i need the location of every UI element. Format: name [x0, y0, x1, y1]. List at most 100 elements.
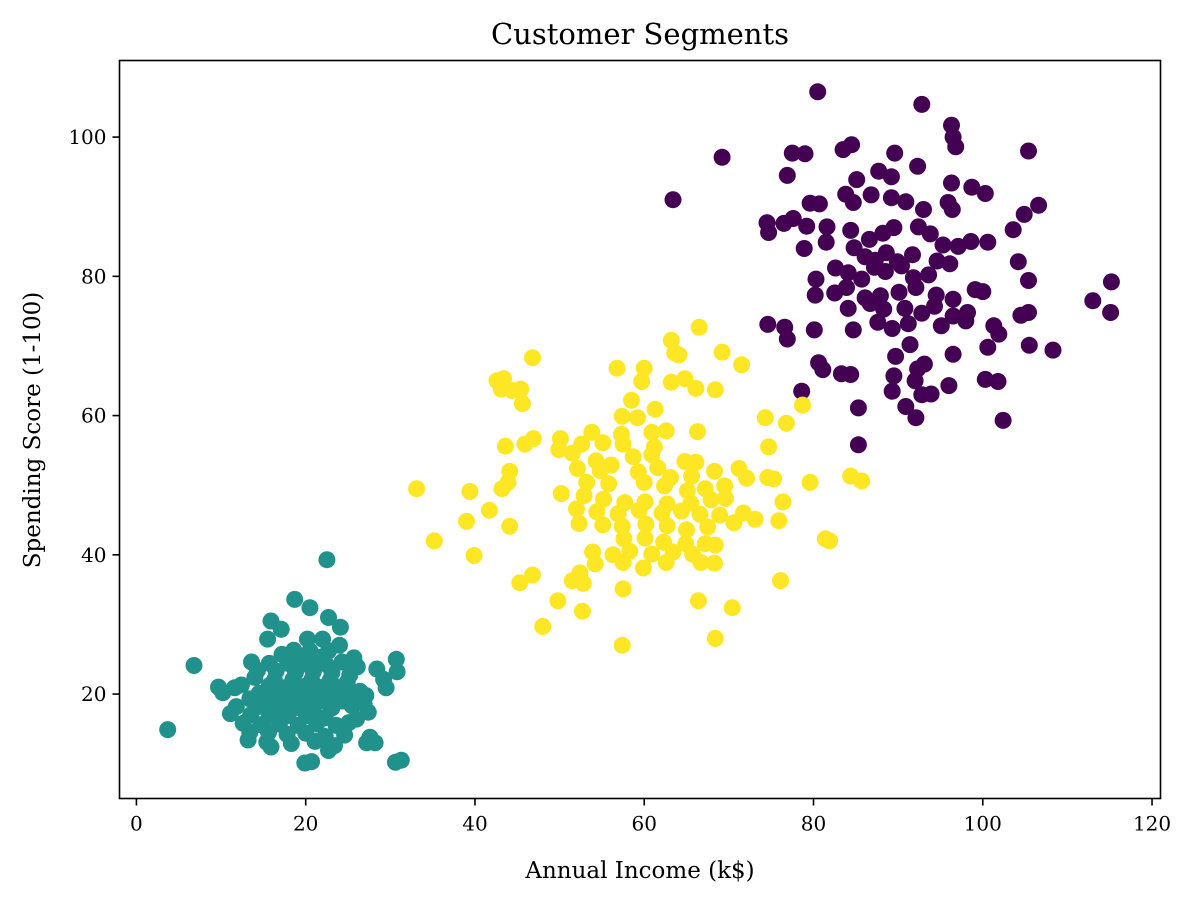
scatter-point: [524, 566, 541, 584]
scatter-point: [461, 483, 479, 500]
scatter-point: [869, 313, 887, 331]
scatter-point: [185, 657, 203, 674]
scatter-point: [861, 295, 879, 312]
y-tick-label: 40: [81, 543, 106, 567]
scatter-point: [633, 373, 651, 390]
scatter-point: [907, 409, 925, 427]
scatter-point: [717, 489, 734, 507]
scatter-point: [614, 580, 632, 598]
scatter-point: [940, 377, 958, 395]
scatter-point: [921, 225, 939, 243]
scatter-point: [1030, 196, 1048, 214]
scatter-point: [944, 290, 962, 308]
scatter-point: [849, 436, 867, 454]
scatter-point: [774, 493, 792, 511]
scatter-point: [578, 473, 596, 491]
scatter-point: [493, 480, 511, 498]
scatter-point: [1020, 304, 1037, 321]
scatter-point: [550, 441, 568, 459]
scatter-point: [306, 732, 324, 750]
scatter-point: [796, 145, 814, 163]
scatter-point: [1004, 221, 1022, 239]
scatter-point: [944, 345, 962, 363]
scatter-point: [516, 435, 534, 453]
scatter-point: [772, 572, 789, 590]
scatter-point: [807, 270, 825, 288]
scatter-point: [883, 382, 901, 400]
scatter-point: [738, 469, 756, 487]
scatter-point: [586, 555, 604, 573]
scatter-point: [746, 510, 764, 528]
y-tick-label: 60: [81, 404, 106, 428]
scatter-point: [678, 521, 695, 539]
x-tick-label: 20: [293, 812, 318, 836]
scatter-point: [778, 330, 796, 348]
x-tick-label: 40: [462, 812, 487, 836]
scatter-point: [1102, 273, 1120, 291]
scatter-point: [496, 437, 514, 455]
scatter-point: [501, 517, 519, 535]
scatter-point: [1020, 272, 1037, 289]
scatter-point: [915, 355, 933, 373]
scatter-point: [870, 162, 888, 180]
scatter-point: [994, 411, 1012, 429]
scatter-point: [239, 731, 257, 749]
scatter-point: [226, 679, 244, 697]
scatter-point: [913, 304, 931, 322]
scatter-point: [286, 590, 304, 608]
x-tick-label: 100: [964, 812, 1002, 836]
scatter-point: [844, 321, 862, 339]
scatter-point: [649, 459, 667, 477]
x-tick-label: 60: [632, 812, 657, 836]
scatter-point: [886, 144, 904, 162]
scatter-point: [915, 201, 932, 218]
scatter-point: [630, 501, 648, 519]
scatter-point: [623, 391, 640, 409]
scatter-point: [549, 592, 567, 610]
scatter-point: [336, 726, 354, 744]
scatter-point: [511, 574, 529, 592]
scatter-point: [636, 529, 654, 547]
scatter-point: [608, 359, 626, 377]
scatter-point: [795, 240, 813, 257]
scatter-point: [570, 515, 588, 532]
scatter-point: [990, 325, 1008, 343]
x-axis-label: Annual Income (k$): [524, 858, 754, 884]
y-axis-label: Spending Score (1-100): [20, 292, 46, 568]
scatter-point: [1020, 142, 1037, 160]
scatter-point: [702, 491, 720, 509]
scatter-point: [259, 630, 277, 648]
scatter-point: [221, 705, 239, 723]
scatter-point: [926, 297, 943, 315]
scatter-point: [573, 602, 591, 620]
scatter-point: [331, 618, 349, 636]
scatter-point: [614, 554, 632, 571]
scatter-point: [860, 230, 878, 248]
scatter-point: [706, 462, 723, 480]
scatter-point: [848, 171, 866, 189]
scatter-point: [957, 312, 975, 330]
scatter-point: [962, 233, 980, 250]
scatter-point: [458, 512, 475, 530]
scatter-point: [976, 370, 994, 388]
scatter-point: [947, 138, 965, 156]
scatter-point: [320, 742, 337, 759]
scatter-point: [887, 347, 905, 365]
scatter-point: [282, 735, 300, 752]
scatter-point: [794, 396, 811, 414]
scatter-point: [756, 409, 774, 427]
scatter-point: [875, 300, 893, 318]
scatter-point: [1084, 292, 1102, 310]
scatter-point: [673, 502, 690, 520]
scatter-point: [979, 338, 997, 356]
scatter-point: [629, 409, 646, 427]
scatter-point: [733, 356, 751, 374]
scatter-point: [366, 734, 384, 752]
scatter-point: [637, 515, 655, 533]
scatter-point: [821, 532, 839, 550]
scatter-point: [711, 506, 729, 524]
scatter-point: [713, 148, 731, 166]
data-points: [159, 83, 1120, 772]
scatter-point: [793, 382, 811, 400]
